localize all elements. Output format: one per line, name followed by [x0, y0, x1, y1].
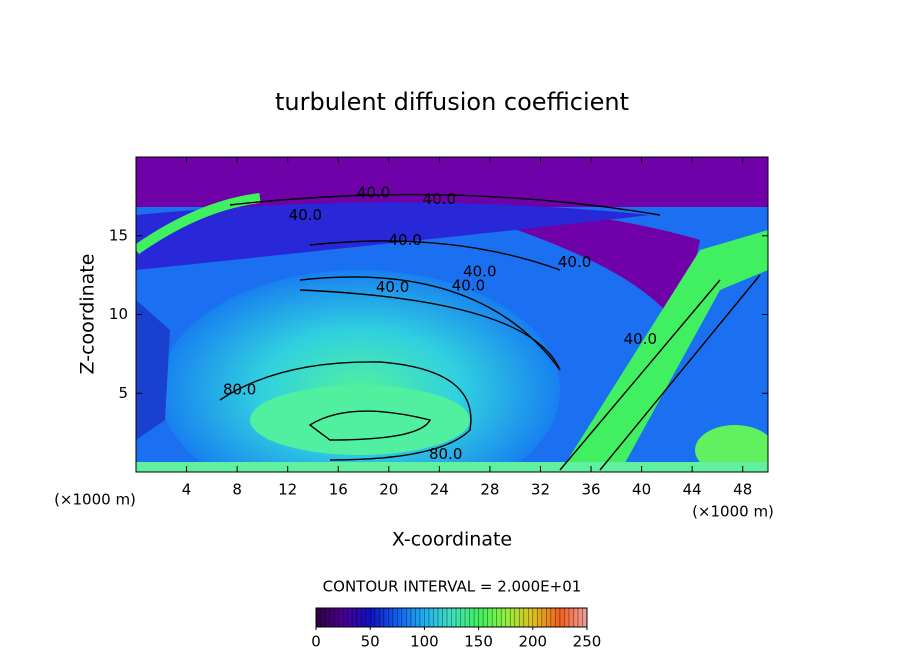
- colorbar-tick-label: 0: [311, 633, 321, 651]
- contour-label: 40.0: [357, 184, 390, 202]
- contour-label: 40.0: [452, 277, 485, 295]
- y-axis-label: Z-coordinate: [77, 254, 99, 375]
- y-tick-label: 10: [109, 305, 128, 323]
- y-tick-label: 5: [118, 384, 128, 402]
- x-tick-label: 8: [232, 481, 242, 499]
- x-tick-label: 12: [278, 481, 297, 499]
- contour-label: 40.0: [558, 253, 591, 271]
- y-tick-label: 15: [109, 226, 128, 244]
- x-unit: (×1000 m): [54, 491, 136, 509]
- x-tick-label: 16: [329, 481, 348, 499]
- x-tick-label: 24: [430, 481, 449, 499]
- x-tick-label: 4: [182, 481, 192, 499]
- contour-label: 40.0: [376, 278, 409, 296]
- contour-interval: CONTOUR INTERVAL = 2.000E+01: [323, 578, 582, 596]
- colorbar-tick-label: 250: [573, 633, 602, 651]
- contour-label: 80.0: [223, 381, 256, 399]
- contour-label: 80.0: [429, 445, 462, 463]
- colorbar-tick-label: 50: [361, 633, 380, 651]
- x-tick-label: 20: [379, 481, 398, 499]
- x-tick-label: 32: [531, 481, 550, 499]
- x-axis-label: X-coordinate: [392, 529, 512, 551]
- contour-label: 40.0: [289, 206, 322, 224]
- contour-label: 40.0: [463, 262, 496, 280]
- colorbar-tick-label: 150: [464, 633, 493, 651]
- x-tick-label: 44: [683, 481, 702, 499]
- colorbar-tick-label: 100: [410, 633, 439, 651]
- x-unit: (×1000 m): [692, 503, 774, 521]
- field: [136, 157, 768, 472]
- x-tick-label: 48: [733, 481, 752, 499]
- contour-label: 40.0: [389, 231, 422, 249]
- x-tick-label: 36: [581, 481, 600, 499]
- x-tick-label: 28: [480, 481, 499, 499]
- colorbar-tick-label: 200: [518, 633, 547, 651]
- x-tick-label: 40: [632, 481, 651, 499]
- contour-label: 40.0: [624, 330, 657, 348]
- chart-title: turbulent diffusion coefficient: [275, 88, 629, 116]
- contour-label: 40.0: [423, 190, 456, 208]
